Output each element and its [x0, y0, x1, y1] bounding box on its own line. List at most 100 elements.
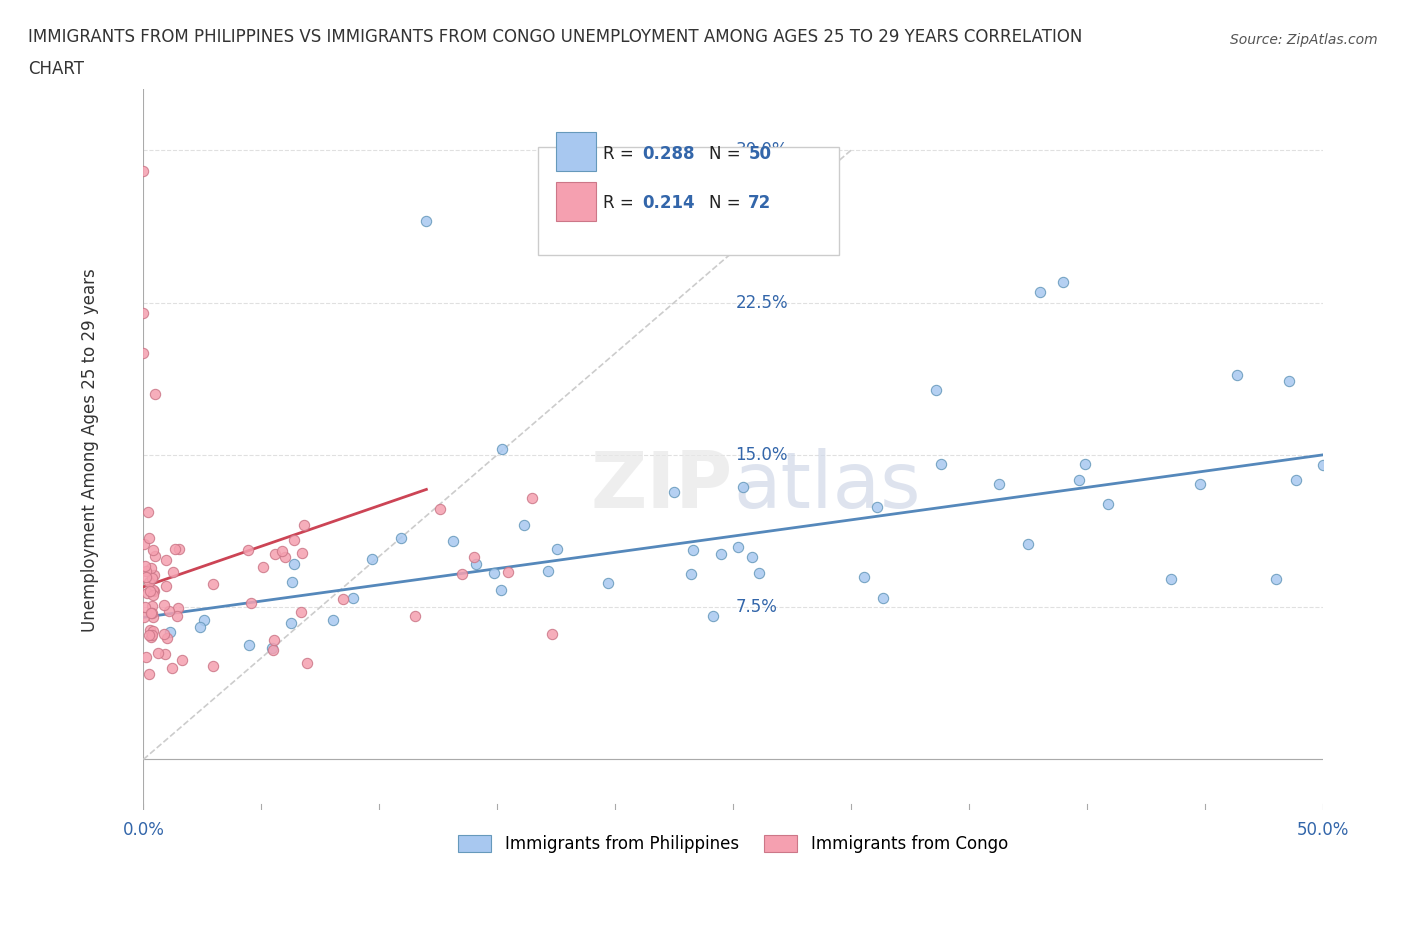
Point [153, 627, 176, 642]
Point [271, 544, 294, 559]
Point [141, 570, 163, 585]
Text: 0.214: 0.214 [643, 193, 695, 211]
Point [157, 604, 180, 618]
Point [441, 534, 464, 549]
Point [1052, 275, 1074, 290]
Point [872, 591, 894, 605]
Point [201, 658, 224, 673]
Text: 0.288: 0.288 [643, 144, 695, 163]
Point [1265, 572, 1288, 587]
Point [142, 623, 165, 638]
Point [162, 565, 184, 579]
Point [142, 587, 165, 602]
Point [153, 597, 176, 612]
Point [134, 599, 156, 614]
Point [537, 564, 560, 578]
Text: atlas: atlas [733, 448, 921, 524]
Point [252, 559, 274, 574]
Point [172, 653, 194, 668]
Point [202, 577, 225, 591]
Point [710, 547, 733, 562]
Point [264, 546, 287, 561]
Point [662, 485, 685, 499]
Point [134, 559, 156, 574]
Point [987, 476, 1010, 491]
Point [853, 570, 876, 585]
Point [342, 591, 364, 605]
Point [142, 582, 165, 597]
Point [546, 542, 568, 557]
Text: 15.0%: 15.0% [735, 445, 787, 464]
Point [702, 608, 724, 623]
Text: R =: R = [603, 193, 640, 211]
Point [167, 600, 190, 615]
Point [682, 543, 704, 558]
Point [141, 628, 163, 643]
Point [135, 563, 157, 578]
Point [291, 545, 314, 560]
Point [1074, 457, 1097, 472]
Point [465, 556, 488, 571]
Point [153, 646, 176, 661]
Point [1226, 368, 1249, 383]
Point [280, 616, 302, 631]
Point [138, 530, 160, 545]
Point [135, 569, 157, 584]
Text: Unemployment Among Ages 25 to 29 years: Unemployment Among Ages 25 to 29 years [82, 268, 100, 631]
FancyBboxPatch shape [538, 147, 839, 255]
Point [1028, 285, 1050, 299]
Point [142, 542, 165, 557]
Point [292, 517, 315, 532]
Point [132, 163, 155, 178]
Point [1277, 374, 1299, 389]
Point [146, 646, 169, 661]
Point [1284, 472, 1306, 487]
Point [159, 624, 181, 639]
Point [156, 631, 179, 645]
Point [136, 504, 159, 519]
Point [415, 214, 437, 229]
Point [925, 382, 948, 397]
Point [679, 566, 702, 581]
Point [1189, 477, 1212, 492]
Point [273, 550, 295, 565]
Point [142, 567, 165, 582]
Point [160, 661, 183, 676]
Point [166, 608, 188, 623]
Text: N =: N = [710, 144, 747, 163]
Point [512, 518, 534, 533]
Point [489, 582, 512, 597]
Point [361, 551, 384, 566]
FancyBboxPatch shape [557, 132, 596, 171]
Point [332, 591, 354, 606]
Text: ZIP: ZIP [591, 448, 733, 524]
Point [132, 305, 155, 320]
FancyBboxPatch shape [557, 182, 596, 221]
Point [141, 630, 163, 644]
Text: 50: 50 [748, 144, 772, 163]
Point [1067, 472, 1090, 487]
Point [281, 575, 304, 590]
Point [135, 585, 157, 600]
Point [748, 565, 770, 580]
Point [741, 550, 763, 565]
Point [929, 457, 952, 472]
Point [193, 613, 215, 628]
Point [451, 566, 474, 581]
Point [138, 627, 160, 642]
Point [260, 641, 283, 656]
Point [404, 608, 426, 623]
Text: R =: R = [603, 144, 640, 163]
Point [163, 541, 186, 556]
Point [463, 550, 485, 565]
Point [167, 542, 190, 557]
Point [297, 655, 319, 670]
Point [132, 346, 155, 361]
Point [598, 576, 620, 591]
Point [1312, 458, 1334, 472]
Text: 72: 72 [748, 193, 772, 211]
Point [142, 609, 165, 624]
Point [135, 650, 157, 665]
Point [141, 598, 163, 613]
Text: IMMIGRANTS FROM PHILIPPINES VS IMMIGRANTS FROM CONGO UNEMPLOYMENT AMONG AGES 25 : IMMIGRANTS FROM PHILIPPINES VS IMMIGRANT… [28, 28, 1083, 46]
